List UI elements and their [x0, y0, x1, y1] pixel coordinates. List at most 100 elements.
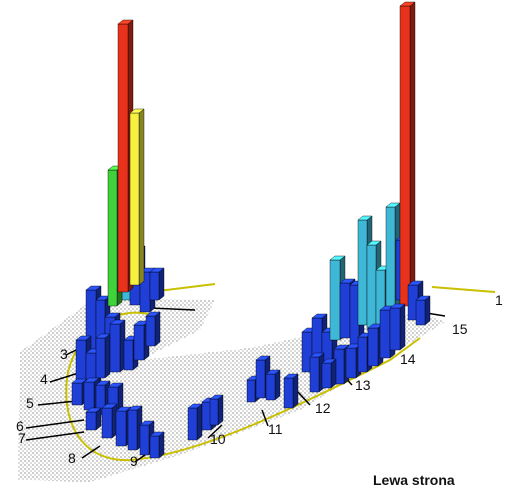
bar-top	[333, 344, 350, 350]
region-label: 11	[268, 421, 283, 437]
bar	[83, 381, 95, 411]
region-label: 9	[130, 453, 138, 469]
bar-top	[83, 377, 100, 383]
bar-top	[329, 255, 346, 261]
bar-top	[399, 1, 416, 7]
bar	[321, 362, 332, 389]
bar	[209, 398, 219, 426]
bar	[255, 359, 266, 399]
tick-line	[297, 391, 311, 406]
region-label: 3	[60, 346, 68, 362]
bar	[367, 327, 379, 367]
region-label: 14	[400, 351, 416, 367]
bar-top	[139, 420, 155, 426]
bar	[127, 409, 138, 451]
bar-top	[104, 312, 121, 318]
bar	[109, 323, 121, 373]
bar-top	[209, 394, 224, 400]
bar	[379, 309, 391, 359]
bar-top	[129, 108, 145, 114]
region-label: 7	[18, 430, 26, 446]
region-label: 5	[26, 395, 34, 411]
region-label: 15	[452, 321, 468, 337]
region-label: 8	[68, 450, 76, 466]
bar-top	[101, 403, 118, 409]
tick-line	[81, 445, 101, 459]
bar	[415, 299, 426, 326]
bar-side	[424, 295, 431, 326]
bar-top	[407, 280, 424, 286]
bar	[339, 282, 351, 339]
bar	[149, 435, 160, 459]
bar	[71, 382, 83, 406]
region-label: 13	[355, 377, 371, 393]
bar	[349, 284, 360, 346]
bar	[95, 337, 106, 379]
bar	[357, 336, 368, 373]
bar	[145, 315, 156, 347]
left-dark-line	[149, 307, 196, 311]
bar-top	[283, 373, 299, 379]
tick-line	[25, 419, 85, 429]
bar-side	[158, 431, 165, 459]
bar	[283, 377, 294, 409]
bar	[345, 347, 357, 379]
bar-top	[255, 355, 271, 361]
bar	[265, 373, 276, 401]
bar-top	[145, 311, 161, 317]
bar	[366, 244, 377, 331]
bar-top	[149, 267, 165, 273]
bar-top	[311, 313, 328, 319]
bar-top	[85, 407, 102, 413]
bar	[357, 219, 368, 326]
bar-top	[415, 295, 431, 301]
bar	[85, 411, 97, 431]
bar-top	[85, 285, 102, 291]
bar-top	[309, 352, 325, 358]
bar-top	[389, 303, 406, 309]
bar-top	[71, 378, 88, 384]
bar-top	[117, 19, 134, 25]
bar-group	[71, 1, 431, 459]
bar	[246, 379, 256, 403]
bar	[329, 259, 341, 341]
bar	[133, 324, 145, 361]
right-back-outline	[431, 286, 496, 293]
bar	[201, 401, 212, 431]
region-label: 10	[210, 431, 226, 447]
bar-side	[399, 303, 406, 351]
bar	[107, 169, 118, 307]
bar-top	[115, 406, 132, 412]
bar	[389, 307, 401, 351]
bar-top	[339, 278, 356, 284]
bar-side	[104, 333, 111, 379]
bar-top	[75, 335, 92, 341]
bar	[115, 410, 127, 447]
region-label: 1	[495, 292, 503, 308]
bar	[123, 339, 134, 371]
bar-side	[158, 267, 165, 301]
bar-top	[127, 405, 143, 411]
bar-side	[274, 369, 281, 401]
bar	[75, 339, 87, 381]
bar-side	[138, 108, 145, 286]
bar-top	[366, 240, 382, 246]
bar	[187, 407, 198, 441]
bar-side	[409, 1, 416, 307]
chart-caption: Lewa strona	[373, 472, 455, 488]
bar-side	[330, 358, 337, 389]
bar-side	[154, 311, 161, 347]
bar	[117, 23, 129, 293]
region-label: 6	[16, 418, 24, 434]
bar-top	[95, 380, 111, 386]
bar-top	[149, 431, 165, 437]
tick-line	[207, 424, 223, 439]
region-label: 12	[315, 400, 331, 416]
bar-top	[357, 215, 373, 221]
bar	[139, 424, 150, 456]
bar-top	[109, 319, 126, 325]
bar	[101, 407, 113, 439]
